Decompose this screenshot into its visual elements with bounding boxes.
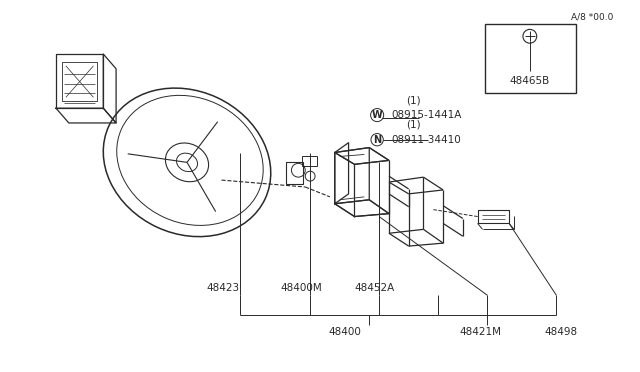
Text: 08911-34410: 08911-34410	[391, 135, 461, 145]
Text: 48452A: 48452A	[355, 283, 395, 294]
Text: (1): (1)	[406, 95, 420, 105]
Text: (1): (1)	[406, 120, 420, 130]
Text: 48498: 48498	[545, 327, 578, 337]
Text: A/8 *00.0: A/8 *00.0	[571, 12, 614, 21]
Text: 48465B: 48465B	[509, 76, 550, 86]
Text: 48421M: 48421M	[460, 327, 502, 337]
Text: W: W	[372, 110, 383, 120]
Text: 48423: 48423	[207, 283, 240, 294]
Text: 48400: 48400	[328, 327, 361, 337]
Text: 48400M: 48400M	[280, 283, 323, 294]
Text: N: N	[373, 135, 381, 145]
Text: 08915-1441A: 08915-1441A	[391, 110, 461, 120]
